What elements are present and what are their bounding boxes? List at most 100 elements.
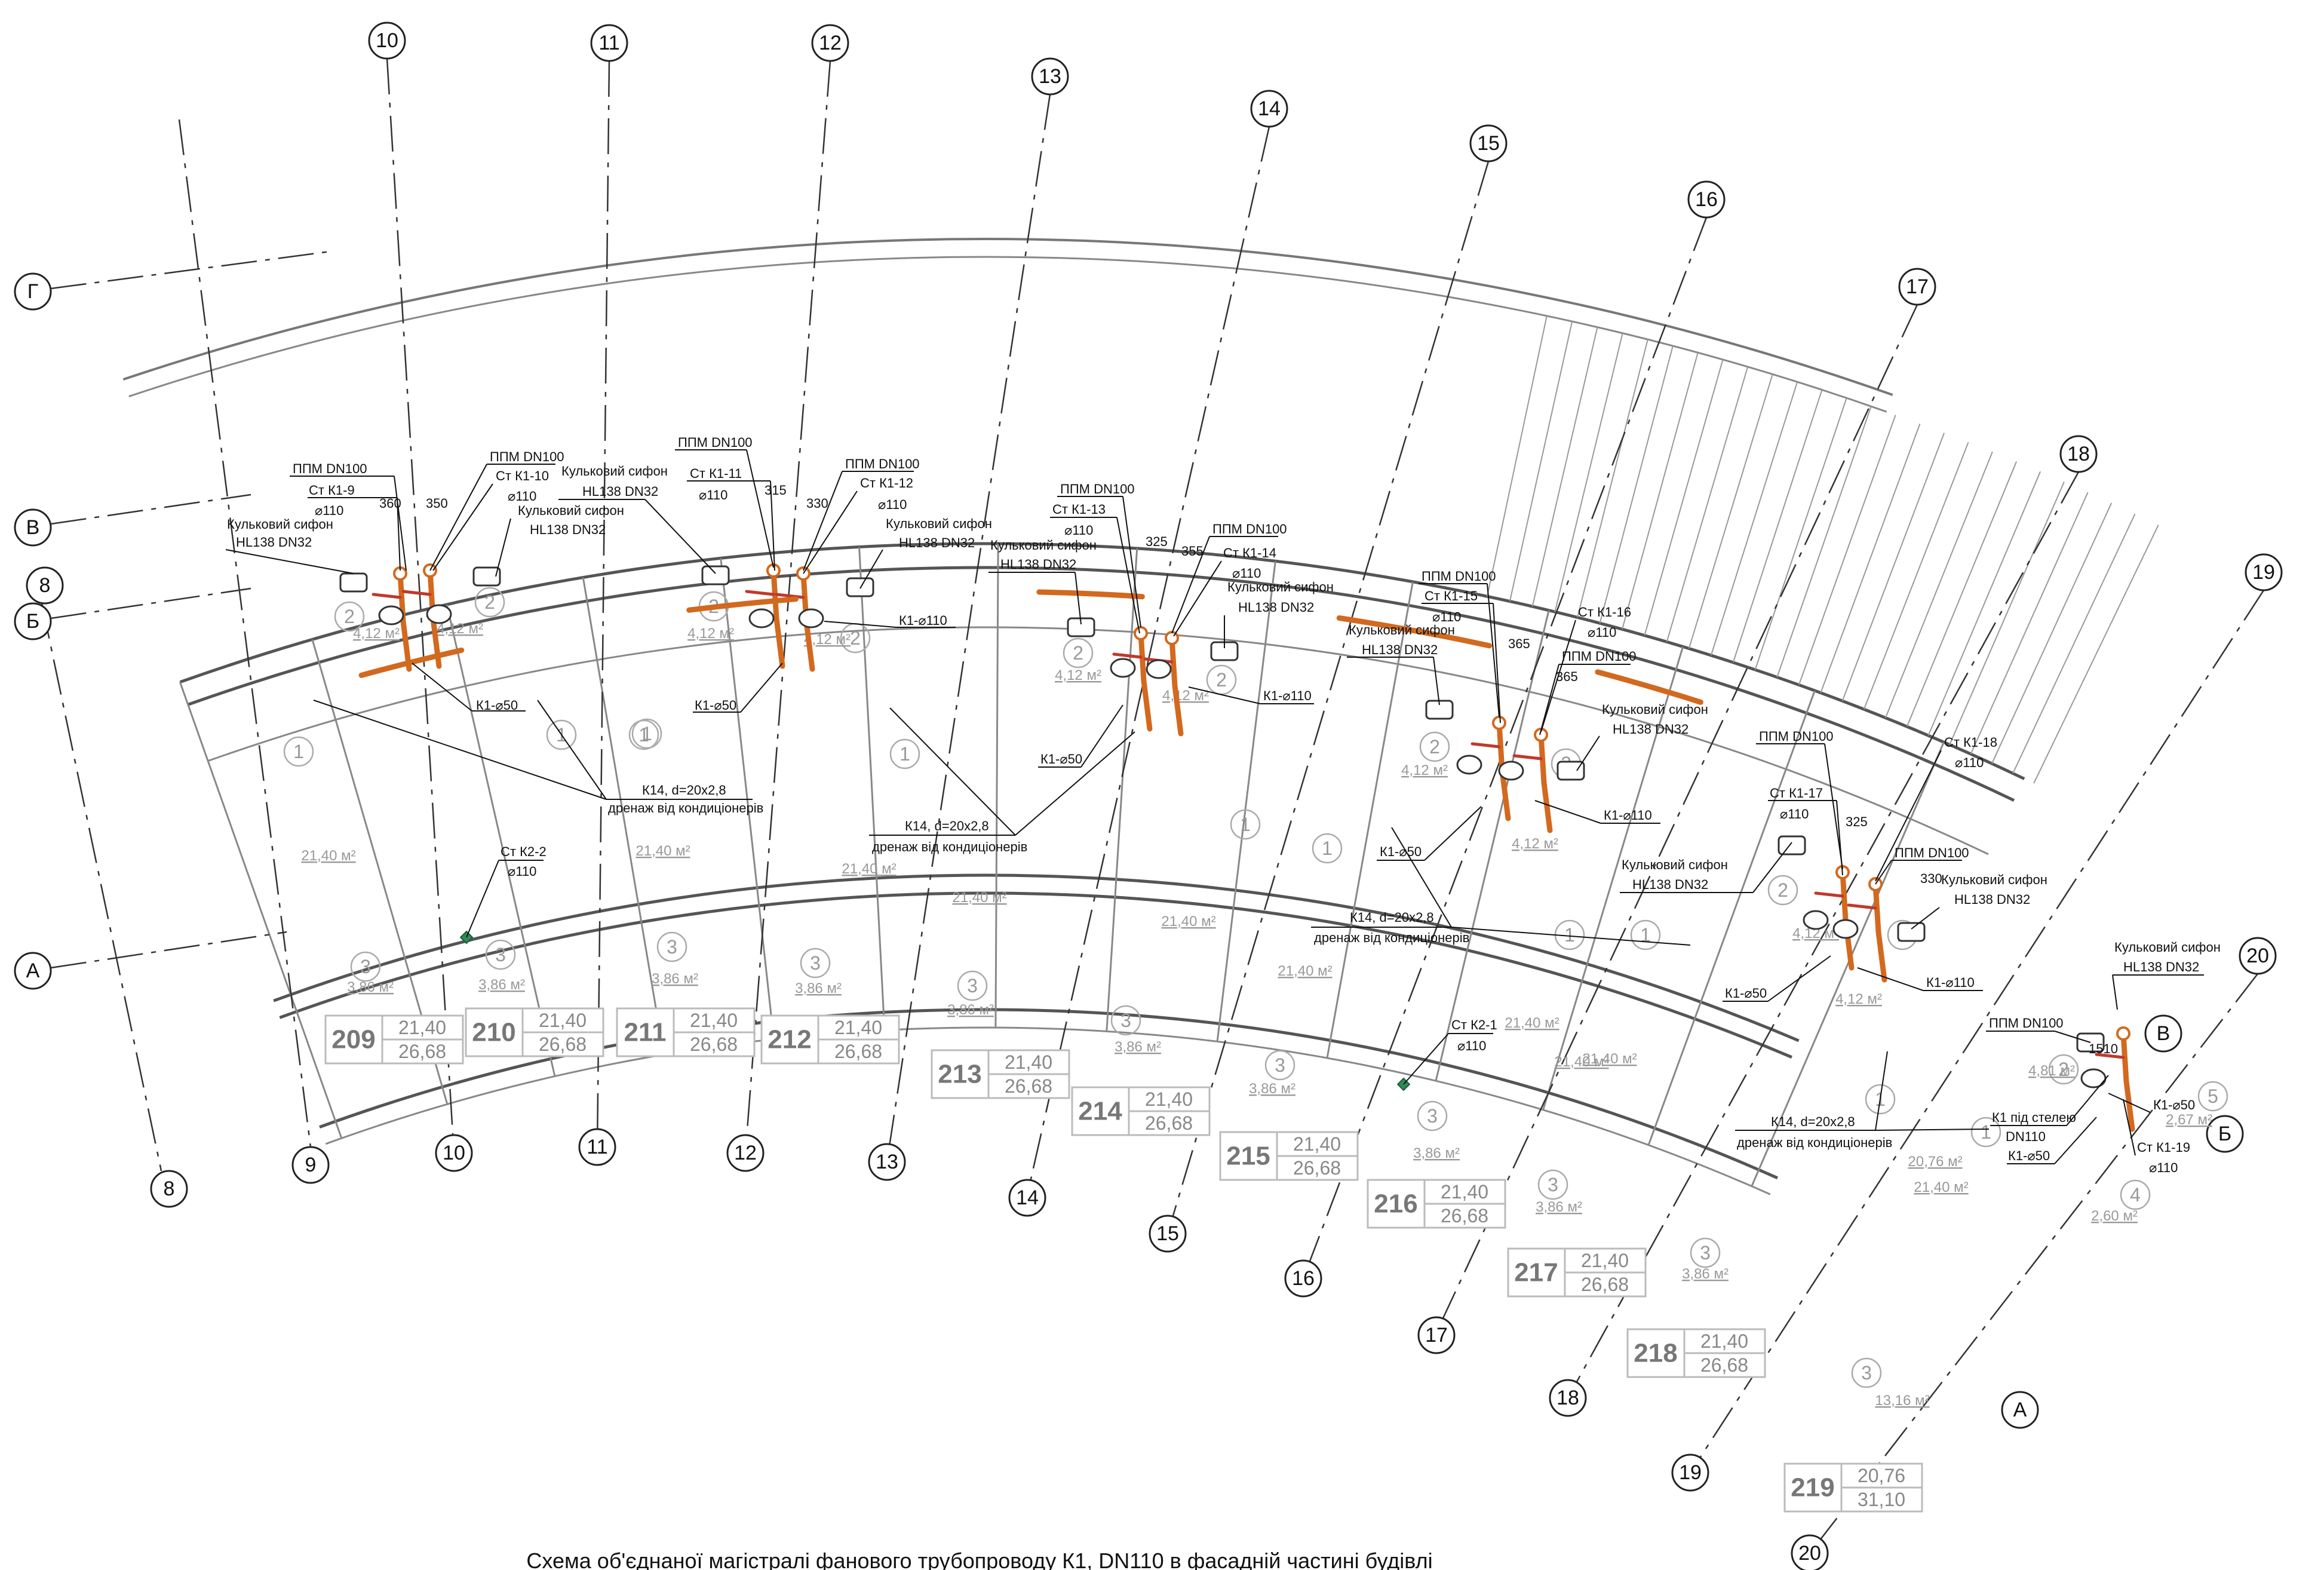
axis-line xyxy=(1689,590,2265,1473)
axis-label: Б xyxy=(2218,1123,2231,1145)
zone-number: 2 xyxy=(850,627,861,649)
zone-number: 2 xyxy=(1777,879,1788,901)
room-area-gross: 31,10 xyxy=(1858,1489,1905,1510)
leader-line xyxy=(225,549,354,574)
label-siphon-model: HL138 DN32 xyxy=(899,535,975,550)
toilet-fixture xyxy=(1456,755,1482,775)
branch-pipe xyxy=(2095,1053,2125,1059)
toilet-fixture xyxy=(1803,910,1829,930)
toilet-fixture xyxy=(2080,1068,2107,1088)
leader-line xyxy=(1171,536,1210,634)
partition-wall xyxy=(994,544,999,1028)
axis-label: 16 xyxy=(1292,1267,1315,1290)
room-number: 216 xyxy=(1374,1189,1417,1219)
label-diameter: ⌀110 xyxy=(1232,566,1261,581)
axis-label: 14 xyxy=(1016,1186,1039,1209)
dimension-text: 360 xyxy=(379,496,401,511)
partition-wall xyxy=(1542,646,1684,1111)
label-ppm: ППМ DN100 xyxy=(1060,482,1135,496)
axis-label: А xyxy=(2013,1399,2027,1421)
branch-pipe xyxy=(1847,903,1877,910)
annotations: ППМ DN100 Ст К1-9 ⌀110 ППМ DN100 Ст К1-10 ⌀11… xyxy=(225,435,2221,1175)
label-diameter: ⌀110 xyxy=(1780,807,1809,821)
stair-step xyxy=(1820,424,1921,694)
axis-line xyxy=(41,603,162,1172)
zone-number: 1 xyxy=(1640,924,1651,946)
axis-bubble xyxy=(811,24,849,62)
stair-step xyxy=(1666,366,1749,642)
zone-number: 3 xyxy=(1548,1174,1558,1195)
stair-step xyxy=(1863,441,1969,710)
zone-number: 1 xyxy=(899,743,910,765)
room-tag: 219 20,76 31,10 xyxy=(1783,1462,1923,1513)
axis-label: 11 xyxy=(587,1136,607,1158)
building-geometry xyxy=(122,238,2159,1195)
axis-bubble xyxy=(590,24,628,62)
axis-line xyxy=(50,493,251,525)
axis-label: В xyxy=(26,516,40,539)
axis-bubble xyxy=(1149,1215,1187,1253)
zone-number: 1 xyxy=(1322,838,1333,859)
axis-bubble xyxy=(150,1170,188,1208)
axis-label: 15 xyxy=(1156,1222,1179,1245)
sewer-riser-pipe xyxy=(1138,630,1153,732)
zone-number: 4 xyxy=(2130,1184,2141,1206)
leader-line xyxy=(412,663,472,712)
zone-marker xyxy=(334,601,365,632)
room-area: 21,40 xyxy=(1581,1250,1629,1271)
axis-line xyxy=(1302,217,1708,1279)
zone-area: 4,12 м² xyxy=(437,621,483,637)
axis-bubble xyxy=(1469,124,1508,162)
leader-line xyxy=(1875,750,1942,882)
zone-area: 4,81 м² xyxy=(2028,1063,2075,1079)
zone-number: 2 xyxy=(484,591,495,613)
dimension-text: 365 xyxy=(1556,669,1578,684)
axis-bubble xyxy=(1671,1454,1709,1492)
washbasin-fixture xyxy=(472,566,501,587)
branch-pipe xyxy=(372,593,402,599)
axis-bubble xyxy=(1250,90,1288,128)
label-ppm: ППМ DN100 xyxy=(1989,1016,2064,1031)
zone-area: 3,86 м² xyxy=(478,977,525,993)
stair-step xyxy=(1776,406,1872,677)
leader-line xyxy=(1493,603,1501,723)
label-ppm: ППМ DN100 xyxy=(293,461,367,476)
sewer-riser-pipe xyxy=(1538,732,1553,833)
zone-area: 3,86 м² xyxy=(347,979,394,995)
branch-pipe xyxy=(1814,891,1844,898)
zone-area: 4,12 м² xyxy=(353,625,400,642)
room-tag: 210 21,40 26,68 xyxy=(465,1007,604,1057)
leader-line xyxy=(2054,1117,2097,1164)
zone-number: 2 xyxy=(1073,642,1083,664)
zone-marker xyxy=(628,719,659,750)
leader-line xyxy=(313,700,607,800)
leader-line xyxy=(740,663,783,713)
label-riser: Ст К2-1 xyxy=(1451,1017,1497,1032)
axis-label: В xyxy=(2157,1022,2171,1045)
zone-area: 21,40 м² xyxy=(1914,1179,1968,1195)
toilet-fixture xyxy=(748,608,775,628)
axis-label: 12 xyxy=(819,32,842,54)
label-riser: Ст К2-2 xyxy=(501,844,547,859)
zone-area: 3,86 м² xyxy=(1413,1145,1460,1161)
leader-line xyxy=(2112,974,2118,1010)
axis-bubble xyxy=(2245,553,2283,591)
zone-area: 21,40 м² xyxy=(636,843,690,859)
axis-label: 18 xyxy=(1557,1387,1579,1409)
washbasin-fixture xyxy=(1897,922,1926,942)
room-area-gross: 26,68 xyxy=(1441,1205,1488,1226)
leader-line xyxy=(537,700,607,800)
axis-bubble xyxy=(726,1134,765,1172)
riser-stack xyxy=(1134,626,1148,640)
label-diameter: ⌀110 xyxy=(508,489,536,504)
label-dn: DN110 xyxy=(2006,1129,2046,1144)
label-diameter: ⌀110 xyxy=(878,497,907,512)
zone-area: 4,12 м² xyxy=(1512,836,1558,852)
zone-area: 4,12 м² xyxy=(687,625,734,642)
drawing-title: Схема об'єднаної магістралі фанового тру… xyxy=(526,1548,1432,1570)
leader-line xyxy=(1539,664,1559,735)
axis-label: 17 xyxy=(1425,1324,1448,1347)
zone-number: 1 xyxy=(638,724,649,746)
